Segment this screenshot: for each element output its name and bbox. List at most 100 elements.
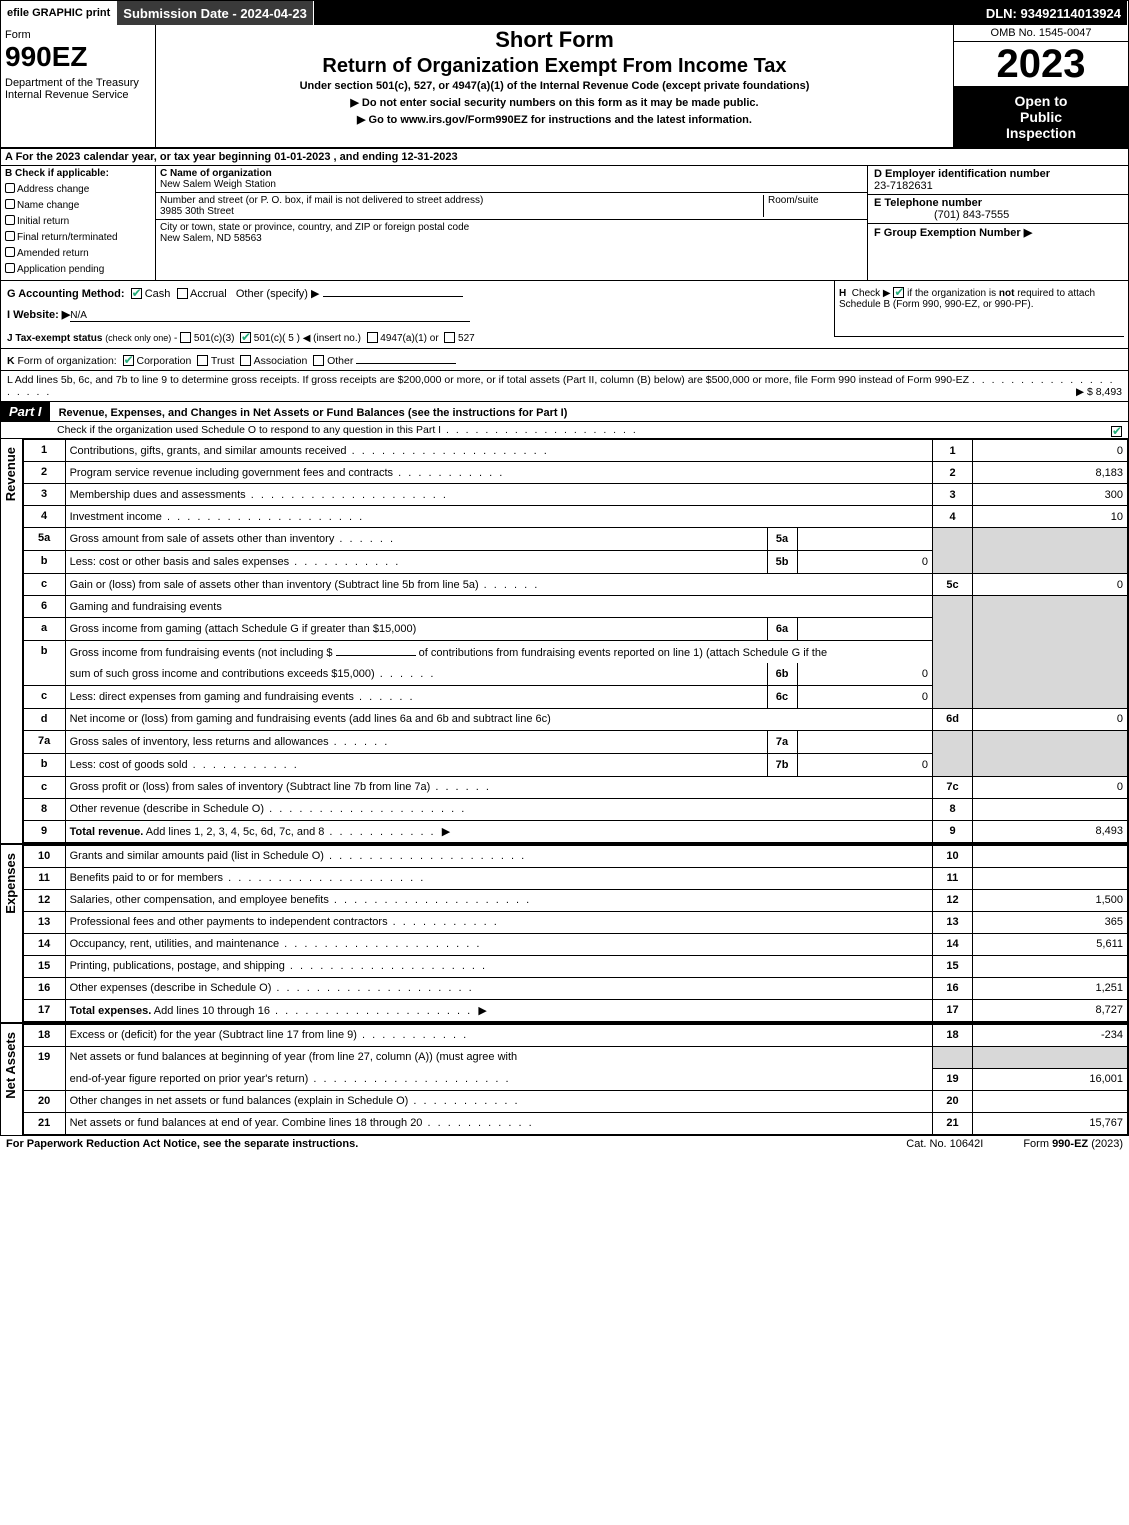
- city-label: City or town, state or province, country…: [160, 222, 469, 233]
- section-a-tax-year: A For the 2023 calendar year, or tax yea…: [1, 149, 1128, 166]
- line-18: 18Excess or (deficit) for the year (Subt…: [23, 1024, 1127, 1046]
- efile-print-label[interactable]: efile GRAPHIC print: [1, 1, 117, 25]
- line-13: 13Professional fees and other payments t…: [23, 911, 1127, 933]
- column-def: D Employer identification number 23-7182…: [868, 166, 1128, 280]
- street-label: Number and street (or P. O. box, if mail…: [160, 195, 483, 206]
- top-bar: efile GRAPHIC print Submission Date - 20…: [1, 1, 1128, 25]
- page-footer: For Paperwork Reduction Act Notice, see …: [0, 1136, 1129, 1152]
- line-12: 12Salaries, other compensation, and empl…: [23, 889, 1127, 911]
- ein-label: D Employer identification number: [874, 168, 1050, 180]
- line-3: 3Membership dues and assessments3300: [23, 484, 1127, 506]
- net-assets-side-label: Net Assets: [1, 1024, 23, 1135]
- chk-amended-return[interactable]: Amended return: [19, 246, 151, 259]
- accrual-label: Accrual: [190, 288, 227, 300]
- chk-schedule-o[interactable]: [1111, 426, 1122, 437]
- chk-address-change[interactable]: Address change: [19, 182, 151, 195]
- line-1: 1Contributions, gifts, grants, and simil…: [23, 440, 1127, 462]
- submission-date: Submission Date - 2024-04-23: [117, 1, 314, 25]
- other-label: Other (specify) ▶: [236, 288, 320, 300]
- line-15: 15Printing, publications, postage, and s…: [23, 955, 1127, 977]
- line-7b: bLess: cost of goods sold7b0: [23, 753, 1127, 776]
- chk-501c3[interactable]: [180, 332, 191, 343]
- line-14: 14Occupancy, rent, utilities, and mainte…: [23, 933, 1127, 955]
- city-block: City or town, state or province, country…: [156, 220, 867, 246]
- checkbox-icon: [5, 199, 15, 209]
- org-name-value: New Salem Weigh Station: [160, 179, 276, 190]
- line-8: 8Other revenue (describe in Schedule O)8: [23, 798, 1127, 820]
- header-middle: Short Form Return of Organization Exempt…: [156, 25, 953, 147]
- chk-schedule-b[interactable]: [893, 287, 904, 298]
- form-number: 990EZ: [5, 41, 151, 73]
- short-form-title: Short Form: [164, 27, 945, 53]
- other-org-blank: [356, 352, 456, 364]
- open-line3: Inspection: [958, 125, 1124, 141]
- open-line1: Open to: [958, 93, 1124, 109]
- chk-501c[interactable]: [240, 332, 251, 343]
- schedo-text: Check if the organization used Schedule …: [57, 424, 441, 436]
- part-i-header-row: Part I Revenue, Expenses, and Changes in…: [1, 402, 1128, 422]
- row-k-form-org: K Form of organization: Corporation Trus…: [1, 349, 1128, 371]
- line-20: 20Other changes in net assets or fund ba…: [23, 1090, 1127, 1112]
- checkbox-icon: [5, 247, 15, 257]
- checkbox-icon: [5, 231, 15, 241]
- column-c-org-info: C Name of organization New Salem Weigh S…: [156, 166, 868, 280]
- line-17: 17Total expenses. Add lines 10 through 1…: [23, 999, 1127, 1021]
- footer-left: For Paperwork Reduction Act Notice, see …: [6, 1138, 358, 1150]
- row-l-text: L Add lines 5b, 6c, and 7b to line 9 to …: [7, 374, 969, 386]
- header-right: OMB No. 1545-0047 2023 Open to Public In…: [953, 25, 1128, 147]
- room-suite-label: Room/suite: [763, 195, 863, 217]
- chk-final-return[interactable]: Final return/terminated: [19, 230, 151, 243]
- line-2: 2Program service revenue including gover…: [23, 462, 1127, 484]
- chk-initial-return[interactable]: Initial return: [19, 214, 151, 227]
- chk-association[interactable]: [240, 355, 251, 366]
- line-10: 10Grants and similar amounts paid (list …: [23, 845, 1127, 867]
- line-6c: cLess: direct expenses from gaming and f…: [23, 685, 1127, 708]
- chk-trust[interactable]: [197, 355, 208, 366]
- column-b-checkboxes: B Check if applicable: Address change Na…: [1, 166, 156, 280]
- footer-form-ref: Form 990-EZ (2023): [1023, 1138, 1123, 1150]
- line-4: 4Investment income410: [23, 506, 1127, 528]
- header-left: Form 990EZ Department of the Treasury In…: [1, 25, 156, 147]
- line-5a: 5aGross amount from sale of assets other…: [23, 528, 1127, 551]
- revenue-section: Revenue 1Contributions, gifts, grants, a…: [1, 439, 1128, 843]
- return-title: Return of Organization Exempt From Incom…: [164, 55, 945, 78]
- line-21: 21Net assets or fund balances at end of …: [23, 1112, 1127, 1134]
- block-ghij: H Check ▶ if the organization is not req…: [1, 281, 1128, 349]
- line-7c: cGross profit or (loss) from sales of in…: [23, 776, 1127, 798]
- department-label: Department of the Treasury Internal Reve…: [5, 77, 151, 101]
- website-value: N/A: [70, 310, 470, 322]
- open-line2: Public: [958, 109, 1124, 125]
- checkbox-icon: [5, 183, 15, 193]
- line-6a: aGross income from gaming (attach Schedu…: [23, 618, 1127, 641]
- chk-accrual[interactable]: [177, 288, 188, 299]
- chk-corporation[interactable]: [123, 355, 134, 366]
- chk-application-pending[interactable]: Application pending: [19, 262, 151, 275]
- line-11: 11Benefits paid to or for members11: [23, 867, 1127, 889]
- section-a-text: A For the 2023 calendar year, or tax yea…: [5, 151, 458, 163]
- group-exemption-block: F Group Exemption Number ▶: [868, 224, 1128, 241]
- ein-block: D Employer identification number 23-7182…: [868, 166, 1128, 195]
- form-header: Form 990EZ Department of the Treasury In…: [1, 25, 1128, 149]
- line-19: 19Net assets or fund balances at beginni…: [23, 1046, 1127, 1068]
- chk-4947[interactable]: [367, 332, 378, 343]
- part-i-title: Revenue, Expenses, and Changes in Net As…: [53, 405, 574, 421]
- chk-other-org[interactable]: [313, 355, 324, 366]
- goto-link[interactable]: ▶ Go to www.irs.gov/Form990EZ for instru…: [164, 113, 945, 126]
- line-19b: end-of-year figure reported on prior yea…: [23, 1068, 1127, 1090]
- tax-year: 2023: [954, 42, 1128, 87]
- chk-cash[interactable]: [131, 288, 142, 299]
- expenses-side-label: Expenses: [1, 845, 23, 1022]
- chk-name-change[interactable]: Name change: [19, 198, 151, 211]
- website-label: I Website: ▶: [7, 309, 70, 321]
- group-exemption-label: F Group Exemption Number ▶: [874, 227, 1032, 239]
- net-assets-section: Net Assets 18Excess or (deficit) for the…: [1, 1022, 1128, 1135]
- phone-label: E Telephone number: [874, 197, 982, 209]
- checkbox-icon: [5, 215, 15, 225]
- line-6b: bGross income from fundraising events (n…: [23, 641, 1127, 663]
- footer-cat-no: Cat. No. 10642I: [906, 1138, 983, 1150]
- phone-block: E Telephone number (701) 843-7555: [868, 195, 1128, 224]
- street-value: 3985 30th Street: [160, 206, 234, 217]
- line-5c: cGain or (loss) from sale of assets othe…: [23, 574, 1127, 596]
- schedule-o-check-row: Check if the organization used Schedule …: [1, 422, 1128, 439]
- chk-527[interactable]: [444, 332, 455, 343]
